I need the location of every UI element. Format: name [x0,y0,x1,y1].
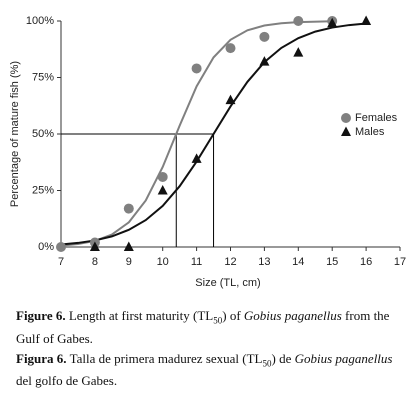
caption-sub: 50 [262,358,272,369]
caption-text: del golfo de Gabes. [16,373,118,389]
caption-sub: 50 [213,315,223,326]
x-tick-label: 17 [394,256,406,268]
x-tick-label: 15 [326,256,338,268]
legend-label: Females [355,112,398,124]
point [327,17,338,28]
caption-es: Figura 6. Talla de primera madurez sexua… [16,350,406,391]
caption-text: Length at first maturity (TL [68,308,214,323]
point [293,16,304,26]
point [123,241,134,251]
point [259,31,270,42]
point [157,185,168,195]
x-tick-label: 8 [92,256,98,268]
species: Gobius paganellus [294,350,393,366]
caption-text: Talla de primera madurez sexual (TL [69,350,263,366]
x-tick-label: 14 [292,256,304,268]
point [191,63,202,74]
caption-text: from the Gulf of Gabes. [16,308,390,346]
caption-text: ) de [271,350,292,366]
figure-label: Figure 6. [16,308,66,323]
point [361,15,372,25]
point [89,241,100,251]
legend-label: Males [355,126,385,138]
point [293,47,304,57]
point [56,242,66,252]
x-tick-label: 12 [224,256,236,268]
x-tick-label: 11 [191,256,202,268]
legend-marker [341,126,351,136]
y-tick-label: 0% [38,241,54,253]
caption-text: ) of [222,308,241,323]
point [123,203,134,214]
fit-curve [60,20,333,247]
y-axis-label: Percentage of mature fish (%) [9,61,21,207]
fit-curve [60,22,367,246]
species: Gobius paganellus [243,308,342,323]
legend-marker [341,113,351,123]
figure-label: Figura 6. [16,350,67,366]
x-tick-label: 9 [126,256,132,268]
point [157,171,168,182]
caption-en: Figure 6. Length at first maturity (TL50… [16,307,406,348]
x-axis-label: Size (TL, cm) [195,277,260,289]
x-tick-label: 10 [157,256,169,268]
y-tick-label: 50% [32,128,54,140]
y-tick-label: 75% [32,71,54,83]
x-tick-label: 16 [360,256,372,268]
point [259,56,270,66]
point [225,94,236,105]
point [225,43,236,54]
x-tick-label: 13 [258,256,270,268]
y-tick-label: 25% [32,184,54,196]
chart: Size (TL, cm) Percentage of mature fish … [9,15,406,289]
point [191,153,202,163]
y-tick-label: 100% [26,15,54,27]
caption: Figure 6. Length at first maturity (TL50… [16,307,406,392]
x-tick-label: 7 [58,256,64,268]
